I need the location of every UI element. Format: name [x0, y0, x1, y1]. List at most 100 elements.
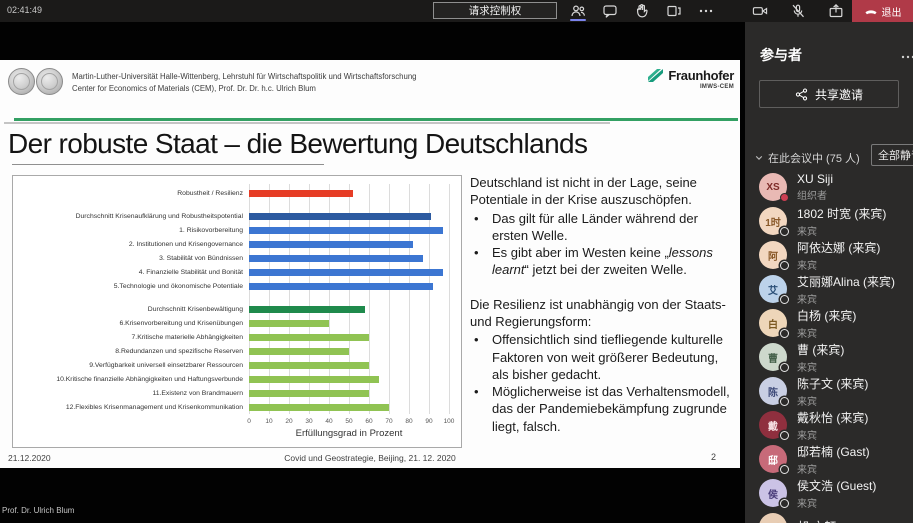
participant-role: 组织者	[797, 191, 827, 202]
participant-role: 来宾	[797, 430, 817, 442]
participant-row[interactable]: 阿 阿依达娜 (来宾) 来宾	[759, 238, 913, 272]
participants-panel: 参与者 共享邀请 在此会议中 (75 人) 全部静音 XS XU Siji 组织…	[745, 22, 913, 523]
raise-hand-icon[interactable]	[634, 2, 650, 20]
participant-row[interactable]: 艾 艾丽娜Alina (来宾) 来宾	[759, 272, 913, 306]
avatar: 白	[759, 309, 789, 338]
header-divider	[14, 118, 738, 121]
avatar: 戴	[759, 411, 789, 440]
more-options-icon[interactable]	[698, 2, 714, 20]
slide-header-text: Martin-Luther-Universität Halle-Wittenbe…	[72, 72, 417, 93]
participant-row[interactable]: 戴 戴秋怡 (来宾) 来宾	[759, 408, 913, 442]
chart-row: 6.Krisenvorbereitung und Krisenübungen	[19, 316, 449, 330]
slide-body-text: Deutschland ist nicht in der Lage, seine…	[470, 174, 736, 435]
chart-rows: Robustheit / Resilienz Durchschnitt Krise…	[19, 186, 449, 414]
avatar: 曹	[759, 343, 789, 372]
presence-badge	[780, 329, 789, 338]
chart-bar	[249, 240, 413, 248]
chart-row: 3. Stabilität von Bündnissen	[19, 251, 449, 265]
share-screen-icon[interactable]	[828, 0, 844, 22]
university-seal-icon	[8, 68, 35, 95]
chart-row: 8.Redundanzen und spezifische Reserven	[19, 344, 449, 358]
participant-name: XU Siji	[797, 172, 834, 186]
presence-badge	[780, 295, 789, 304]
bar-chart: Robustheit / Resilienz Durchschnitt Krise…	[12, 175, 462, 448]
chart-bar	[249, 282, 433, 290]
slide-footer-date: 21.12.2020	[8, 453, 51, 463]
breakout-rooms-icon[interactable]	[666, 2, 682, 20]
participant-name: 胡 文轩	[797, 518, 836, 523]
participant-name: 陈子文 (来宾)	[797, 376, 869, 391]
chart-bar	[249, 212, 431, 220]
chart-ticks: 0 10 20 30 40 50 60 70 80 90 100	[247, 418, 455, 425]
chart-row: 10.Kritische finanzielle Abhängigkeiten …	[19, 372, 449, 386]
university-seal-icon	[36, 68, 63, 95]
participant-row[interactable]: 陈 陈子文 (来宾) 来宾	[759, 374, 913, 408]
chart-bar	[249, 226, 443, 234]
participant-role: 来宾	[797, 396, 817, 408]
chart-gridlines	[249, 184, 450, 414]
paragraph: Deutschland ist nicht in der Lage, seine…	[470, 175, 697, 208]
participant-row[interactable]: XS XU Siji 组织者	[759, 170, 913, 204]
camera-icon[interactable]	[752, 0, 768, 22]
chart-row: 4. Finanzielle Stabilität und Bonität	[19, 265, 449, 279]
bullet-item: • Es gibt aber im Westen keine „lessons …	[474, 245, 713, 278]
in-meeting-section-header[interactable]: 在此会议中 (75 人)	[755, 150, 860, 166]
avatar: 胡文	[759, 513, 787, 523]
meeting-toolbar: 02:41:49 请求控制权	[0, 0, 913, 22]
avatar: 1时	[759, 207, 789, 236]
chart-bar	[249, 403, 389, 411]
chart-row: 2. Institutionen und Krisengovernance	[19, 237, 449, 251]
header-divider-shadow	[4, 122, 610, 124]
presence-badge	[780, 397, 789, 406]
presenter-name-label: Prof. Dr. Ulrich Blum	[2, 506, 75, 515]
presence-badge	[780, 431, 789, 440]
share-icon	[795, 88, 808, 100]
chart-row: 1. Risikovorbereitung	[19, 223, 449, 237]
chart-row: 5.Technologie und ökonomische Potentiale	[19, 279, 449, 293]
chart-row: Durchschnitt Krisenaufklärung und Robust…	[19, 209, 449, 223]
chart-row: 11.Existenz von Brandmauern	[19, 386, 449, 400]
chart-row: 12.Flexibles Krisenmanagement und Krisen…	[19, 400, 449, 414]
bullet-item: • Möglicherweise ist das Verhaltensmodel…	[474, 384, 730, 434]
chart-bar	[249, 305, 365, 313]
chart-bar	[249, 268, 443, 276]
participant-role: 来宾	[797, 328, 817, 340]
participant-name: 1802 时宽 (来宾)	[797, 206, 887, 221]
slide-page-number: 2	[710, 452, 716, 462]
request-control-button[interactable]: 请求控制权	[433, 2, 557, 19]
presence-badge	[780, 261, 789, 270]
presentation-stage: Martin-Luther-Universität Halle-Wittenbe…	[0, 22, 745, 523]
bullet-item: • Das gilt für alle Länder während der e…	[474, 210, 698, 243]
chart-bar	[249, 254, 423, 262]
participant-name: 艾丽娜Alina (来宾)	[797, 274, 896, 289]
presence-badge	[780, 363, 789, 372]
mic-muted-icon[interactable]	[790, 0, 806, 22]
participant-row[interactable]: 白 白杨 (来宾) 来宾	[759, 306, 913, 340]
participant-row[interactable]: 侯 侯文浩 (Guest) 来宾	[759, 476, 913, 510]
participant-role: 来宾	[797, 226, 817, 238]
mute-all-button[interactable]: 全部静音	[871, 144, 913, 166]
chat-icon[interactable]	[602, 2, 618, 20]
meeting-timer: 02:41:49	[7, 5, 43, 15]
chart-bar	[249, 375, 379, 383]
participant-name: 曹 (来宾)	[797, 342, 845, 357]
chart-bar	[249, 347, 349, 355]
participant-list: XS XU Siji 组织者 1时 1802 时宽 (来宾) 来宾 阿 阿依达娜…	[759, 170, 913, 523]
avatar: 邸	[759, 445, 789, 474]
chart-bar	[249, 319, 329, 327]
participant-row[interactable]: 曹 曹 (来宾) 来宾	[759, 340, 913, 374]
share-invite-button[interactable]: 共享邀请	[759, 80, 899, 108]
participant-role: 来宾	[797, 464, 817, 476]
avatar: 阿	[759, 241, 789, 270]
panel-more-icon[interactable]	[901, 47, 913, 65]
participants-icon[interactable]	[570, 2, 586, 21]
participant-row[interactable]: 胡文 胡 文轩	[759, 510, 913, 523]
title-underline	[12, 164, 324, 165]
paragraph: Die Resilienz ist unabhängig von der Sta…	[470, 296, 726, 329]
participant-row[interactable]: 1时 1802 时宽 (来宾) 来宾	[759, 204, 913, 238]
participant-row[interactable]: 邸 邸若楠 (Gast) 来宾	[759, 442, 913, 476]
chart-bar	[249, 389, 369, 397]
chart-bar	[249, 333, 369, 341]
leave-meeting-button[interactable]: 退出	[852, 0, 913, 22]
chart-row: 7.Kritische materielle Abhängigkeiten	[19, 330, 449, 344]
